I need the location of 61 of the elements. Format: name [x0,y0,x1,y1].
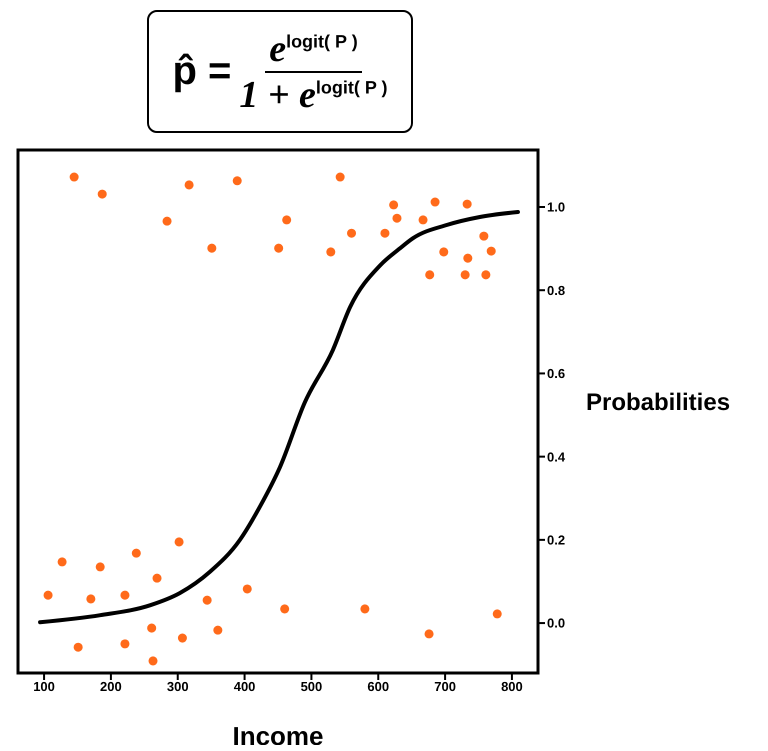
point [463,254,472,263]
point [96,562,105,572]
point [424,629,434,638]
point [207,244,216,253]
x-tick-label: 200 [100,679,122,694]
point [86,594,96,604]
y-tick-label: 0.8 [547,282,566,298]
point [430,198,440,207]
y-axis-title: Probabilities [586,388,730,416]
point [44,590,53,600]
point [462,200,472,209]
point [347,228,356,238]
point [439,247,448,256]
point [389,200,398,210]
point [280,604,290,614]
x-tick-label: 500 [300,679,322,694]
point [282,215,292,224]
point [492,609,502,618]
point [481,270,490,280]
y-tick-label: 0.0 [547,616,566,631]
y-tick-label: 0.2 [547,532,566,548]
point [148,656,158,666]
x-tick-label: 600 [367,679,390,694]
x-tick-label: 100 [33,679,55,694]
point [392,214,402,223]
x-tick-label: 300 [166,679,189,694]
point [460,270,470,280]
point [479,232,488,241]
point [202,596,212,605]
point [242,584,252,594]
x-tick-label: 400 [234,679,256,694]
line-series [38,210,520,624]
x-tick-label: 800 [501,679,523,694]
point [418,215,428,224]
point [70,172,79,182]
y-tick-label: 0.4 [547,449,566,464]
x-axis-title: Income [232,721,324,751]
x-tick-label: 700 [434,679,456,694]
point [58,557,67,566]
y-tick-label: 0.6 [547,366,566,382]
point [336,172,345,182]
point [120,590,130,600]
point [232,176,242,186]
point [120,639,130,648]
point [425,270,434,280]
point [213,626,222,635]
point [380,228,390,238]
point [74,642,83,652]
point [178,634,187,643]
y-tick-label: 1.0 [547,200,566,215]
point [274,244,284,253]
point [326,247,336,256]
point [152,574,162,583]
point [184,180,194,190]
point [147,624,156,633]
point [486,246,496,256]
point [132,548,141,558]
point [98,190,107,199]
point [360,604,370,614]
point [162,216,172,226]
point [174,537,184,546]
